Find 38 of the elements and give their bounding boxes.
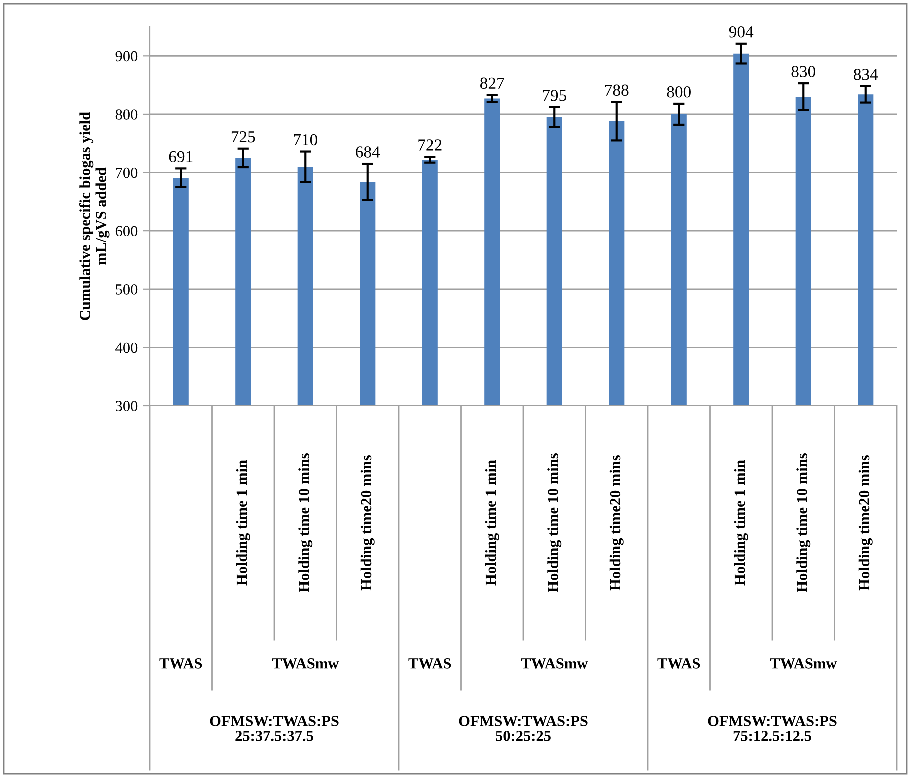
y-tick-label: 600 [116,226,138,237]
data-label: 722 [418,140,442,151]
data-label: 800 [667,86,691,98]
data-label: 684 [356,146,380,158]
x-tick-label: Holding time 10 mins [548,454,562,593]
y-tick-label: 900 [116,51,138,62]
data-label: 830 [792,66,816,78]
y-tick-label: 400 [116,342,138,354]
data-label: 691 [169,151,193,163]
x-tick-label: Holding time 1 min [485,460,500,586]
text: OFMSW:TWAS:PS 50:25:25 [459,716,588,742]
data-label: 710 [294,134,318,146]
data-label: 827 [480,78,504,90]
y-axis-title: Cumulative specific biogas yield mL/gVS added [80,112,110,320]
text: OFMSW:TWAS:PS 75:12.5:12.5 [708,716,837,742]
y-tick-label: 700 [116,168,138,178]
x-tick-label: Holding time 10 mins [796,454,811,593]
data-label: 788 [605,84,629,96]
text: TWASmw [272,658,340,669]
data-label: 834 [854,69,878,80]
y-tick-label: 500 [116,284,138,295]
x-tick-label: Holding time20 mins [360,455,375,591]
x-tick-label: Holding time 1 min [236,460,250,586]
text: TWAS [658,658,700,669]
data-label: 904 [729,26,754,38]
x-tick-label: Holding time 1 min [734,460,748,586]
text: TWASmw [521,658,588,669]
y-tick-label: 300 [116,401,138,412]
text: TWAS [160,658,202,669]
data-label: 795 [543,90,566,102]
x-tick-label: Holding time 10 mins [298,454,313,593]
y-tick-label: 800 [116,110,138,120]
x-tick-label: Holding time20 mins [858,455,873,591]
x-tick-label: Holding time20 mins [610,455,624,591]
text: OFMSW:TWAS:PS 25:37.5:37.5 [210,716,339,742]
data-label: 725 [232,132,256,143]
text: TWASmw [770,658,838,669]
text: TWAS [408,658,452,669]
